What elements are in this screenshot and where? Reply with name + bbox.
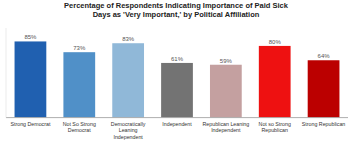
chart-container: Percentage of Respondents Indicating Imp…	[0, 0, 352, 143]
data-label: 83%	[122, 36, 135, 42]
x-tick-label: Not so StrongRepublican	[259, 121, 291, 134]
data-label: 80%	[269, 39, 282, 45]
bar	[15, 41, 47, 117]
chart-title: Percentage of Respondents Indicating Imp…	[64, 1, 289, 19]
x-axis-line	[6, 117, 348, 118]
bar	[308, 60, 340, 117]
bar	[161, 63, 193, 118]
bars	[15, 41, 340, 117]
data-label: 61%	[171, 56, 184, 62]
x-tick-label: Republican LeaningIndependent	[203, 121, 250, 134]
x-tick-label: Strong Democrat	[10, 121, 50, 127]
bar	[112, 43, 144, 117]
x-tick-label: Not So StrongDemocrat	[63, 121, 96, 134]
bar	[259, 46, 291, 118]
x-tick-label: Independent	[162, 121, 192, 127]
data-label: 64%	[318, 53, 331, 59]
bar	[63, 52, 95, 117]
data-label: 59%	[220, 58, 233, 64]
data-label: 73%	[73, 45, 86, 51]
data-label: 85%	[24, 34, 37, 40]
chart-svg: Percentage of Respondents Indicating Imp…	[0, 0, 352, 143]
bar	[210, 65, 242, 118]
x-tick-label: Strong Republican	[302, 121, 346, 127]
y-axis-line	[6, 28, 7, 118]
x-tick-label: DemocraticallyLeaningIndependent	[111, 121, 146, 141]
